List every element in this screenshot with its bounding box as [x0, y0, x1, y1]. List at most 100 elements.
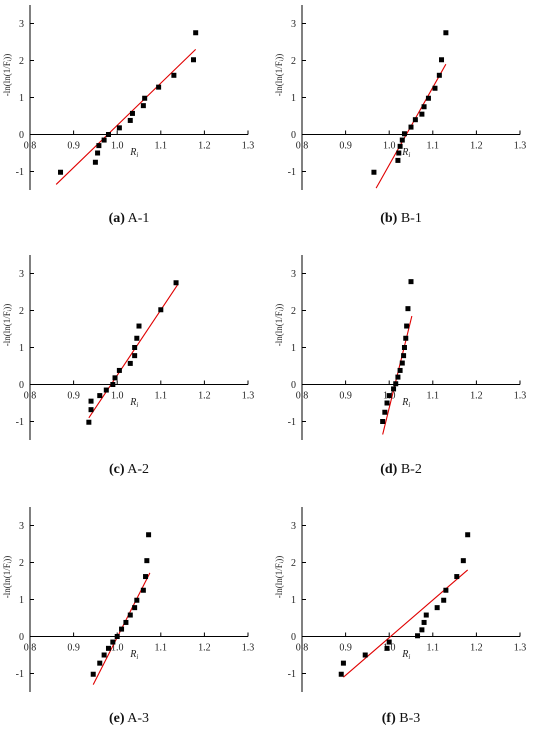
data-point [114, 634, 120, 639]
data-point [142, 95, 148, 101]
data-point [371, 169, 377, 175]
chart-panel: 0.80.91.01.11.21.3-10123-ln(ln(1/Fᵢ))Ri(… [274, 255, 526, 477]
y-tick-label: 0 [19, 380, 24, 391]
x-tick-label: 1.3 [242, 643, 255, 654]
data-point [401, 353, 407, 359]
data-point [134, 335, 140, 341]
data-point [101, 652, 107, 658]
data-point [116, 367, 122, 373]
x-tick-label: 1.3 [514, 391, 527, 402]
data-point [419, 111, 425, 117]
data-point [419, 627, 425, 633]
panel-caption: (f) B-3 [382, 711, 421, 726]
x-axis-label: Ri [401, 649, 410, 661]
panel-caption-letter: (b) [380, 211, 397, 226]
x-tick-label: 0.9 [339, 391, 352, 402]
chart-panel: 0.80.91.01.11.21.3-10123-ln(ln(1/Fᵢ))Ri(… [274, 507, 526, 726]
y-tick-label: -1 [288, 167, 296, 178]
data-point [143, 574, 149, 580]
data-point [386, 639, 392, 645]
data-point [92, 159, 98, 165]
data-point [132, 605, 138, 611]
data-point [421, 104, 427, 110]
y-axis-label: -ln(ln(1/Fᵢ)) [274, 556, 284, 598]
x-tick-label: 1.2 [198, 141, 211, 152]
y-tick-label: 2 [291, 56, 296, 67]
panel-caption-letter: (a) [109, 211, 126, 226]
data-point [88, 407, 94, 413]
data-point [423, 612, 429, 618]
data-point [384, 400, 390, 406]
data-point [116, 125, 122, 131]
panel-caption: (c) A-2 [109, 462, 149, 477]
data-point [110, 382, 116, 387]
x-tick-label: 0.9 [67, 141, 80, 152]
data-point [338, 671, 344, 677]
panel-caption-letter: (e) [109, 711, 125, 726]
data-point [158, 307, 164, 313]
x-axis-label: Ri [129, 397, 138, 409]
data-point [397, 143, 403, 149]
data-point [132, 353, 138, 359]
y-tick-label: 1 [19, 343, 24, 354]
x-tick-label: 0.8 [24, 643, 37, 654]
x-tick-label: 1.0 [111, 141, 124, 152]
data-point [101, 137, 107, 143]
data-point [380, 419, 386, 424]
y-axis-label: -ln(ln(1/Fᵢ)) [274, 54, 284, 96]
x-axis-label-main: R [129, 649, 136, 660]
x-tick-label: 1.0 [383, 141, 396, 152]
data-point [191, 57, 196, 63]
x-tick-label: 0.8 [296, 391, 309, 402]
x-axis-label: Ri [401, 397, 410, 409]
y-tick-label: 3 [291, 19, 296, 30]
data-point [401, 131, 407, 137]
data-point [146, 532, 152, 538]
data-point [97, 660, 103, 666]
fit-line [55, 49, 197, 185]
data-point [140, 103, 146, 109]
y-tick-label: 2 [19, 306, 24, 317]
x-tick-label: 0.8 [296, 141, 309, 152]
panel-caption: (b) B-1 [380, 211, 422, 226]
panel-caption-text: A-2 [125, 462, 150, 477]
x-tick-label: 1.1 [155, 391, 168, 402]
y-tick-label: 3 [19, 19, 24, 30]
data-point [395, 374, 401, 380]
y-tick-label: 2 [19, 558, 24, 569]
data-point [97, 393, 103, 399]
y-tick-label: 0 [19, 130, 24, 141]
x-tick-label: 0.8 [24, 141, 37, 152]
y-tick-label: -1 [16, 669, 24, 680]
data-point [384, 645, 390, 651]
data-point [399, 360, 405, 366]
panel-caption: (a) A-1 [109, 211, 150, 226]
y-tick-label: 1 [291, 595, 296, 606]
data-point [443, 30, 449, 36]
data-point [432, 85, 438, 91]
data-point [412, 117, 418, 123]
panel-caption: (e) A-3 [109, 711, 149, 726]
panel-caption-letter: (d) [380, 462, 397, 477]
x-tick-label: 1.2 [470, 643, 483, 654]
data-point [415, 633, 421, 639]
y-tick-label: 2 [291, 306, 296, 317]
x-tick-label: 1.0 [111, 643, 124, 654]
data-point [127, 612, 133, 618]
data-point [156, 84, 162, 90]
panel-caption-text: A-1 [125, 211, 150, 226]
x-axis-label-main: R [129, 147, 136, 158]
y-tick-label: 1 [291, 343, 296, 354]
data-point [393, 381, 399, 387]
x-axis-label-main: R [401, 147, 408, 158]
x-tick-label: 0.8 [24, 391, 37, 402]
data-point [399, 137, 405, 143]
x-tick-label: 1.2 [470, 141, 483, 152]
x-tick-label: 1.1 [155, 643, 168, 654]
y-tick-label: 2 [291, 558, 296, 569]
y-axis-label: -ln(ln(1/Fᵢ)) [2, 54, 12, 96]
x-tick-label: 0.9 [339, 643, 352, 654]
y-tick-label: 3 [19, 269, 24, 280]
data-point [96, 143, 102, 149]
